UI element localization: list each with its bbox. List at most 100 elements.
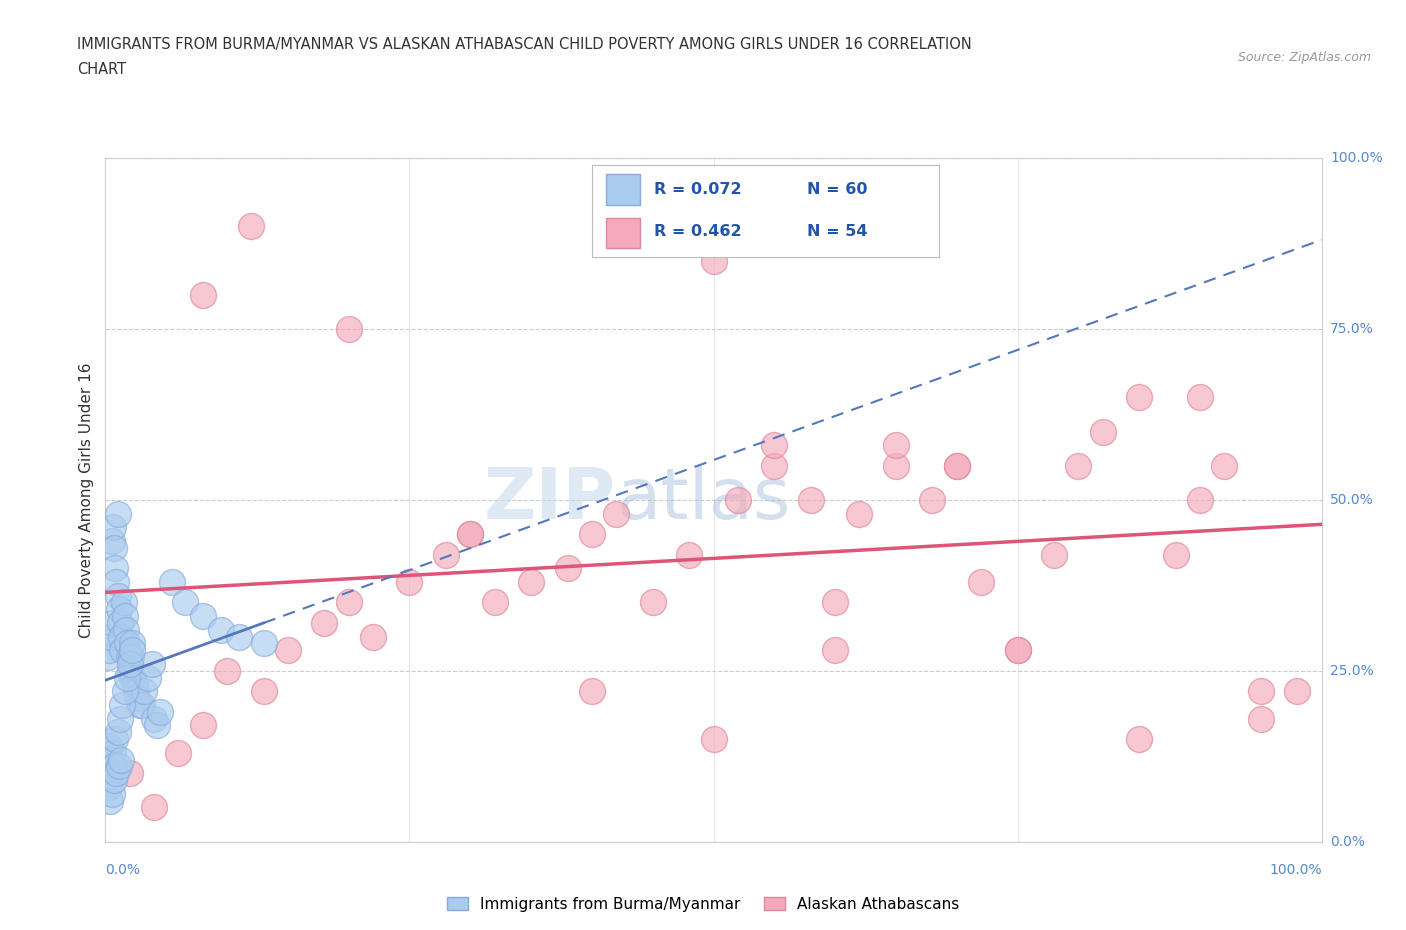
Point	[98, 643, 121, 658]
Point	[800, 493, 823, 508]
Point	[105, 766, 128, 781]
Point	[141, 657, 163, 671]
Point	[191, 608, 214, 623]
Text: 75.0%: 75.0%	[1330, 322, 1374, 336]
Point	[110, 752, 132, 767]
Point	[107, 724, 129, 739]
Point	[228, 630, 250, 644]
Point	[131, 698, 153, 712]
Point	[143, 711, 166, 726]
Point	[101, 745, 124, 760]
Point	[107, 506, 129, 521]
Point	[1189, 493, 1212, 508]
Y-axis label: Child Poverty Among Girls Under 16: Child Poverty Among Girls Under 16	[79, 362, 94, 638]
Point	[1043, 547, 1066, 562]
Point	[605, 506, 627, 521]
Point	[124, 677, 146, 692]
Point	[458, 526, 481, 541]
Point	[111, 698, 134, 712]
Point	[1250, 684, 1272, 698]
Point	[120, 650, 142, 665]
Point	[458, 526, 481, 541]
Point	[136, 671, 159, 685]
Point	[103, 773, 125, 788]
Point	[149, 704, 172, 719]
Point	[108, 711, 131, 726]
Point	[1164, 547, 1187, 562]
Point	[763, 458, 786, 473]
Point	[209, 622, 232, 637]
Point	[110, 630, 132, 644]
Point	[277, 643, 299, 658]
Point	[1007, 643, 1029, 658]
Point	[118, 766, 141, 781]
Point	[105, 575, 128, 590]
Point	[100, 616, 122, 631]
Point	[314, 616, 336, 631]
Point	[103, 759, 125, 774]
Point	[727, 493, 749, 508]
Point	[217, 663, 239, 678]
Point	[117, 650, 139, 665]
Point	[101, 520, 124, 535]
Point	[581, 526, 603, 541]
Point	[678, 547, 700, 562]
Point	[824, 595, 846, 610]
Point	[98, 779, 121, 794]
Point	[125, 691, 148, 706]
Point	[1128, 732, 1150, 747]
Point	[143, 800, 166, 815]
Point	[118, 663, 141, 678]
Point	[641, 595, 664, 610]
Text: CHART: CHART	[77, 62, 127, 77]
Legend: Immigrants from Burma/Myanmar, Alaskan Athabascans: Immigrants from Burma/Myanmar, Alaskan A…	[440, 890, 966, 918]
Text: 0.0%: 0.0%	[105, 863, 141, 877]
Point	[114, 608, 136, 623]
Point	[134, 684, 156, 698]
Point	[520, 575, 543, 590]
Point	[945, 458, 967, 473]
Point	[824, 643, 846, 658]
Point	[121, 643, 143, 658]
Point	[398, 575, 420, 590]
Point	[702, 732, 725, 747]
Point	[1067, 458, 1090, 473]
Point	[173, 595, 195, 610]
Point	[1007, 643, 1029, 658]
Point	[945, 458, 967, 473]
Point	[103, 540, 125, 555]
Point	[108, 602, 131, 617]
Point	[702, 253, 725, 268]
Point	[884, 438, 907, 453]
Point	[1213, 458, 1236, 473]
Point	[557, 561, 579, 576]
Point	[111, 643, 134, 658]
Point	[145, 718, 167, 733]
Point	[98, 738, 121, 753]
Point	[98, 630, 121, 644]
Point	[108, 759, 131, 774]
Text: ZIP: ZIP	[484, 465, 616, 535]
Text: 100.0%: 100.0%	[1330, 151, 1382, 166]
Point	[252, 684, 274, 698]
Point	[114, 684, 136, 698]
Text: 25.0%: 25.0%	[1330, 664, 1374, 678]
Point	[100, 534, 122, 549]
Point	[97, 650, 120, 665]
Point	[117, 671, 139, 685]
Point	[121, 636, 143, 651]
Point	[98, 752, 121, 767]
Point	[117, 636, 139, 651]
Text: Source: ZipAtlas.com: Source: ZipAtlas.com	[1237, 51, 1371, 64]
Point	[112, 595, 135, 610]
Point	[1128, 390, 1150, 405]
Point	[1250, 711, 1272, 726]
Point	[162, 575, 184, 590]
Text: IMMIGRANTS FROM BURMA/MYANMAR VS ALASKAN ATHABASCAN CHILD POVERTY AMONG GIRLS UN: IMMIGRANTS FROM BURMA/MYANMAR VS ALASKAN…	[77, 37, 972, 52]
Point	[240, 219, 263, 234]
Point	[970, 575, 993, 590]
Point	[115, 622, 138, 637]
Point	[848, 506, 870, 521]
Point	[191, 287, 214, 302]
Point	[1286, 684, 1309, 698]
